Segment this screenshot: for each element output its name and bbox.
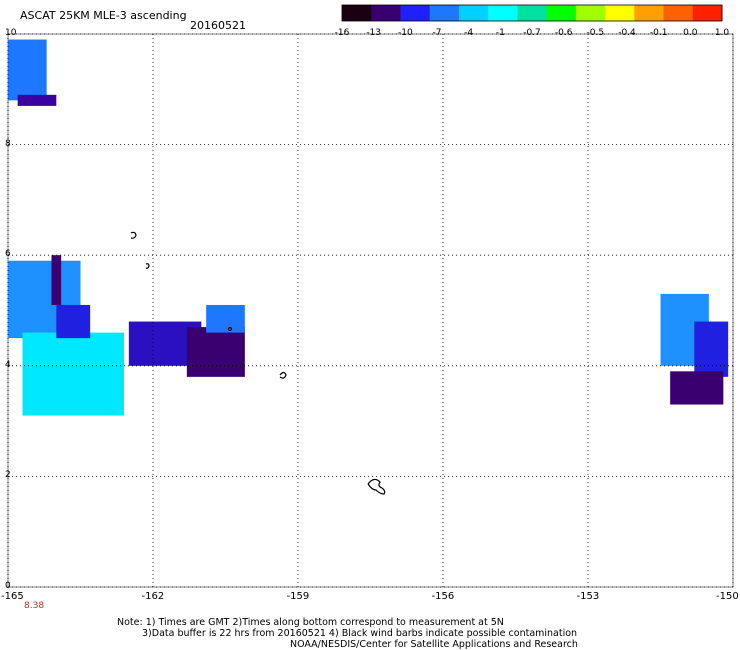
y-tick-label: 2 xyxy=(5,470,11,481)
colorbar-swatch xyxy=(575,5,606,21)
wind-data-regions xyxy=(8,39,729,416)
x-tick-label: -156 xyxy=(431,591,455,602)
data-region-right-purple xyxy=(670,371,724,405)
colorbar-swatch xyxy=(546,5,577,21)
x-tick-label: -153 xyxy=(576,591,600,602)
data-region-left-cyan xyxy=(22,332,124,416)
x-tick-label: -150 xyxy=(716,591,739,602)
colorbar-label: 1.0 xyxy=(715,28,730,38)
colorbar-label: 0.0 xyxy=(683,28,698,38)
data-region-topleft-patch xyxy=(8,39,47,101)
y-tick-label: 10 xyxy=(5,28,17,38)
note-line-1: Note: 1) Times are GMT 2)Times along bot… xyxy=(117,617,504,628)
bottom-value: 8.38 xyxy=(24,601,45,611)
colorbar-swatch xyxy=(458,5,489,21)
island-outline xyxy=(227,326,233,332)
note-line-2: 3)Data buffer is 22 hrs from 20160521 4)… xyxy=(142,628,578,639)
colorbar-label: -0.7 xyxy=(523,28,541,38)
colorbar-swatch xyxy=(488,5,518,21)
data-region-left-edge-purple xyxy=(51,255,62,305)
data-region-center-purple xyxy=(186,327,245,377)
island-outline xyxy=(145,263,150,269)
island-outline xyxy=(367,478,386,495)
data-region-center-top-blue xyxy=(206,304,245,333)
colorbar-label: -0.1 xyxy=(650,28,668,38)
colorbar-swatch xyxy=(429,5,460,21)
island-outlines xyxy=(130,231,386,495)
y-tick-label: 4 xyxy=(5,359,11,370)
colorbar-swatch xyxy=(692,5,723,21)
colorbar-label: -10 xyxy=(398,28,413,38)
colorbar-frame xyxy=(341,4,723,22)
colorbar-swatch xyxy=(605,5,635,21)
colorbar-label: -0.4 xyxy=(618,28,636,38)
colorbar-swatch xyxy=(400,5,431,21)
colorbar-label: -13 xyxy=(366,28,381,38)
plot-frame xyxy=(7,33,734,588)
colorbar-label: -1 xyxy=(496,28,505,38)
data-region-left-darkblue xyxy=(56,304,91,339)
colorbar-label: -4 xyxy=(464,28,473,38)
note-line-3: NOAA/NESDIS/Center for Satellite Applica… xyxy=(290,639,578,650)
colorbar-swatch xyxy=(663,5,694,21)
map-title: ASCAT 25KM MLE-3 ascending xyxy=(20,9,187,22)
data-region-right-darkblue xyxy=(694,321,729,377)
colorbar-swatch xyxy=(634,5,665,21)
island-outline xyxy=(279,371,287,379)
map-date: 20160521 xyxy=(190,19,246,32)
x-tick-label: -162 xyxy=(141,591,165,602)
colorbar-swatch xyxy=(517,5,548,21)
colorbar: -16 -13 -10 -7 -4 -1 -0.7 -0.6 -0.5 -0.4 -0.1 0.0 1.… xyxy=(335,4,730,38)
colorbar-label: -7 xyxy=(433,28,442,38)
data-region-topleft-patch-dark xyxy=(17,94,57,106)
island-outline xyxy=(130,231,137,239)
y-tick-label: 0 xyxy=(5,581,11,591)
colorbar-swatch xyxy=(342,5,372,21)
y-tick-label: 8 xyxy=(5,138,11,149)
x-tick-label: -165 xyxy=(1,591,24,602)
colorbar-label: -0.6 xyxy=(555,28,573,38)
grid-lines xyxy=(7,33,734,588)
x-tick-label: -159 xyxy=(286,591,310,602)
y-tick-label: 6 xyxy=(5,249,11,260)
colorbar-label: -16 xyxy=(335,28,350,38)
colorbar-label: -0.5 xyxy=(587,28,605,38)
colorbar-swatch xyxy=(371,5,401,21)
